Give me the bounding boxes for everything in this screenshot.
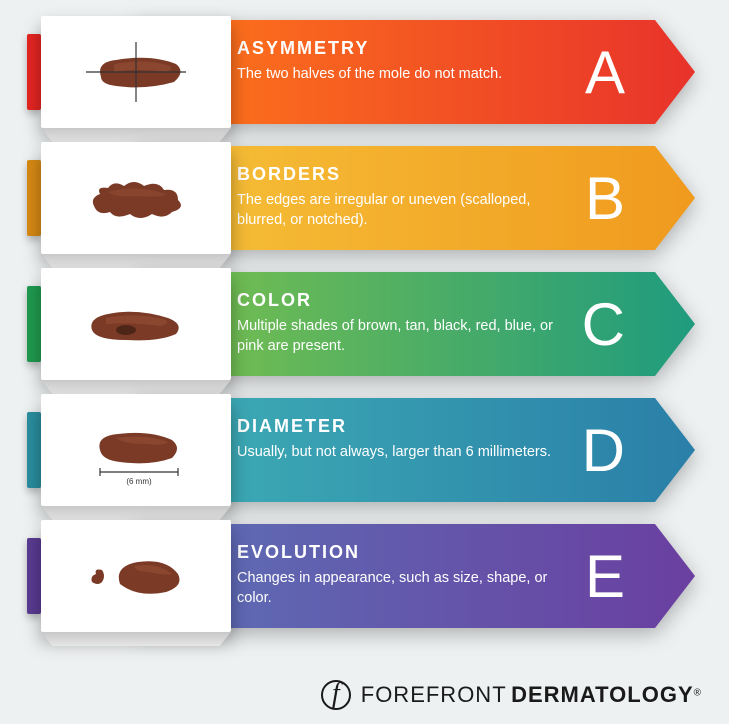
row-color-tab [27,412,41,488]
row-a: ASYMMETRY The two halves of the mole do … [35,20,695,124]
image-card [41,268,231,380]
row-color-tab [27,286,41,362]
infographic-rows: ASYMMETRY The two halves of the mole do … [35,20,695,650]
footer-logo: f FOREFRONT DERMATOLOGY® [321,680,701,710]
logo-mark: f [321,680,351,710]
row-description: The two halves of the mole do not match. [237,65,567,85]
image-card [41,16,231,128]
row-color-tab [27,160,41,236]
row-letter: E [585,524,625,628]
row-color-tab [27,538,41,614]
row-letter: A [585,20,625,124]
row-c: COLOR Multiple shades of brown, tan, bla… [35,272,695,376]
mole-illustration-borders [66,158,206,238]
mole-illustration-evolution [66,536,206,616]
brand-word-2: DERMATOLOGY [511,682,694,707]
svg-text:(6 mm): (6 mm) [126,477,152,486]
row-description: Multiple shades of brown, tan, black, re… [237,317,567,356]
row-title: BORDERS [237,164,567,185]
row-title: DIAMETER [237,416,567,437]
image-card: (6 mm) [41,394,231,506]
image-card [41,142,231,254]
row-e: EVOLUTION Changes in appearance, such as… [35,524,695,628]
row-d: DIAMETER Usually, but not always, larger… [35,398,695,502]
row-title: COLOR [237,290,567,311]
row-b: BORDERS The edges are irregular or uneve… [35,146,695,250]
row-letter: D [582,398,625,502]
registered-icon: ® [694,688,701,699]
row-description: The edges are irregular or uneven (scall… [237,191,567,230]
mole-illustration-color [66,284,206,364]
image-card [41,520,231,632]
brand-word-1: FOREFRONT [361,682,507,707]
row-letter: B [585,146,625,250]
row-description: Usually, but not always, larger than 6 m… [237,443,567,463]
row-description: Changes in appearance, such as size, sha… [237,569,567,608]
row-title: EVOLUTION [237,542,567,563]
mole-illustration-asymmetry [66,32,206,112]
mole-illustration-diameter: (6 mm) [66,410,206,490]
row-letter: C [582,272,625,376]
row-color-tab [27,34,41,110]
row-title: ASYMMETRY [237,38,567,59]
